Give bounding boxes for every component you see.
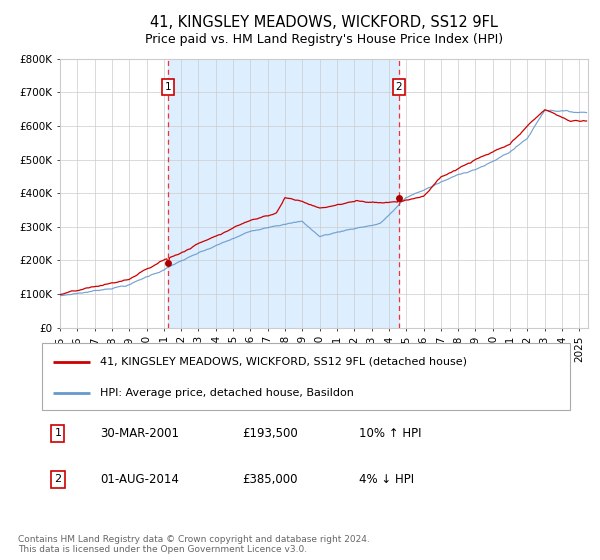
Text: £193,500: £193,500 xyxy=(242,427,298,440)
Text: 4% ↓ HPI: 4% ↓ HPI xyxy=(359,473,414,486)
Text: 01-AUG-2014: 01-AUG-2014 xyxy=(100,473,179,486)
Text: 41, KINGSLEY MEADOWS, WICKFORD, SS12 9FL: 41, KINGSLEY MEADOWS, WICKFORD, SS12 9FL xyxy=(150,15,498,30)
Text: 41, KINGSLEY MEADOWS, WICKFORD, SS12 9FL (detached house): 41, KINGSLEY MEADOWS, WICKFORD, SS12 9FL… xyxy=(100,357,467,367)
Text: Price paid vs. HM Land Registry's House Price Index (HPI): Price paid vs. HM Land Registry's House … xyxy=(145,32,503,46)
Text: 1: 1 xyxy=(165,82,172,92)
FancyBboxPatch shape xyxy=(42,343,570,410)
Text: 2: 2 xyxy=(54,474,61,484)
Text: Contains HM Land Registry data © Crown copyright and database right 2024.
This d: Contains HM Land Registry data © Crown c… xyxy=(18,535,370,554)
Text: 2: 2 xyxy=(395,82,403,92)
Bar xyxy=(168,59,399,328)
Text: 1: 1 xyxy=(55,428,61,438)
Text: 30-MAR-2001: 30-MAR-2001 xyxy=(100,427,179,440)
Text: 10% ↑ HPI: 10% ↑ HPI xyxy=(359,427,421,440)
Text: £385,000: £385,000 xyxy=(242,473,298,486)
Text: HPI: Average price, detached house, Basildon: HPI: Average price, detached house, Basi… xyxy=(100,388,354,398)
